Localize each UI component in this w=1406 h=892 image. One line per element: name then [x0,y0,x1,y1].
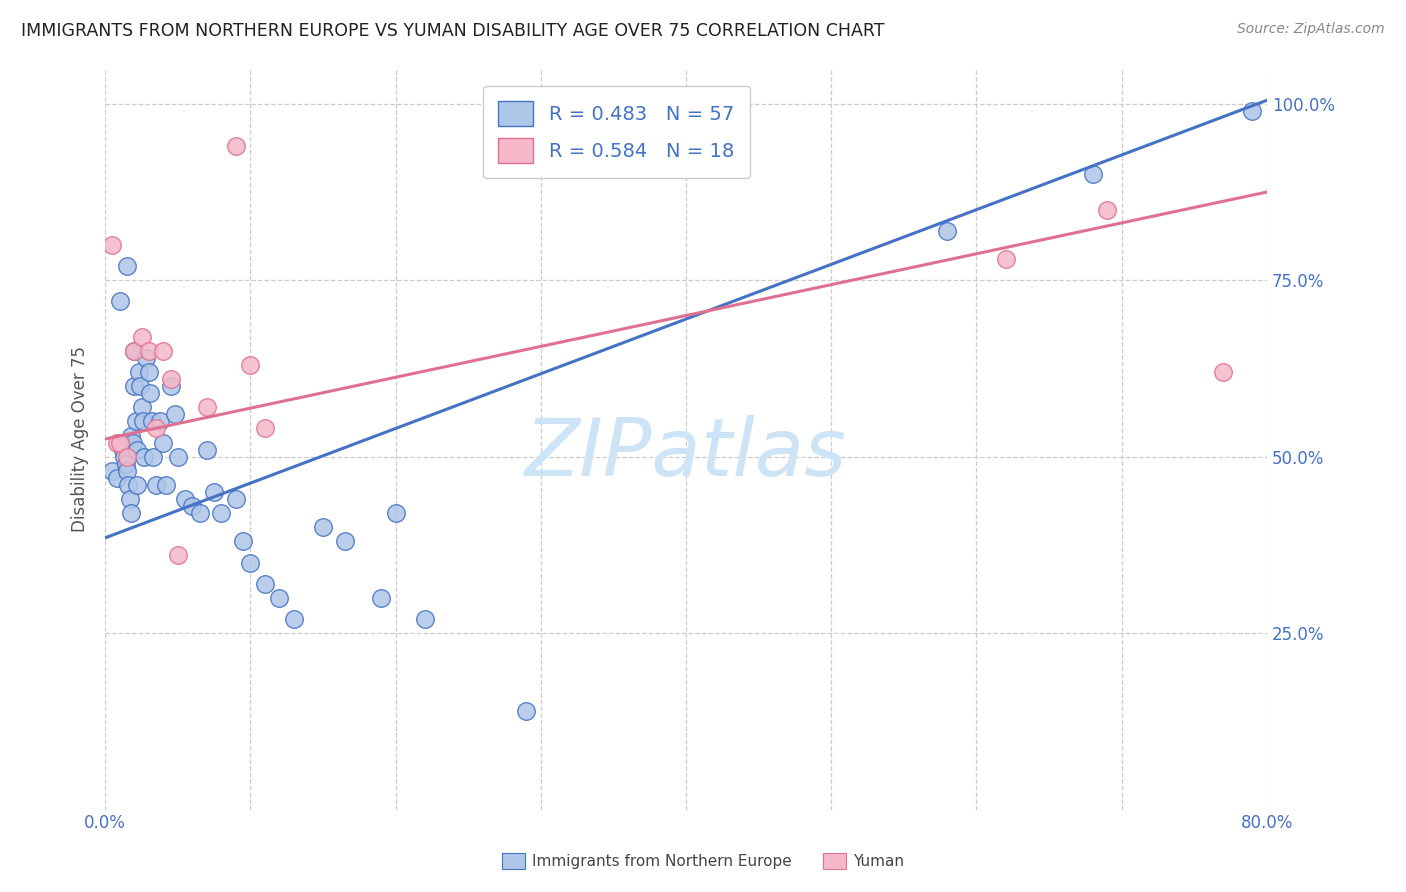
Point [152,435,174,450]
Point [142,450,165,464]
Point [122,343,145,358]
Legend: R = 0.483   N = 57, R = 0.584   N = 18: R = 0.483 N = 57, R = 0.584 N = 18 [482,86,749,178]
Point [159,372,181,386]
Point [159,379,181,393]
Point [253,421,276,435]
Point [115,450,138,464]
Point [515,704,537,718]
Point [120,428,142,442]
Point [132,414,155,428]
Point [195,401,218,415]
Point [108,294,131,309]
Point [202,485,225,500]
Point [131,401,153,415]
Point [101,238,124,252]
Point [1095,202,1118,217]
Point [174,491,197,506]
Point [122,343,145,358]
Point [312,520,335,534]
Point [188,506,211,520]
Point [1241,103,1264,118]
Point [115,464,138,478]
Point [155,478,177,492]
Point [1212,365,1234,379]
Point [333,534,356,549]
Legend: Immigrants from Northern Europe, Yuman: Immigrants from Northern Europe, Yuman [496,847,910,875]
Point [163,407,186,421]
Point [166,549,188,563]
Point [101,464,124,478]
Point [127,442,149,457]
Point [125,414,148,428]
Point [114,457,136,471]
Point [139,386,162,401]
Point [135,351,157,365]
Point [225,139,247,153]
Point [994,252,1017,266]
Point [239,358,262,372]
Point [145,478,167,492]
Point [122,379,145,393]
Point [936,224,959,238]
Point [283,612,305,626]
Point [166,450,188,464]
Point [111,442,134,457]
Point [370,591,392,605]
Point [134,450,156,464]
Text: ZIPatlas: ZIPatlas [524,415,848,493]
Point [149,414,172,428]
Point [118,491,141,506]
Y-axis label: Disability Age Over 75: Disability Age Over 75 [72,346,89,532]
Text: IMMIGRANTS FROM NORTHERN EUROPE VS YUMAN DISABILITY AGE OVER 75 CORRELATION CHAR: IMMIGRANTS FROM NORTHERN EUROPE VS YUMAN… [21,22,884,40]
Point [384,506,406,520]
Point [181,499,204,513]
Point [129,379,152,393]
Point [145,421,167,435]
Point [152,343,174,358]
Point [253,576,276,591]
Point [112,450,135,464]
Point [108,435,131,450]
Point [105,435,128,450]
Point [121,435,143,450]
Point [131,329,153,343]
Point [1081,167,1104,181]
Point [232,534,254,549]
Text: Source: ZipAtlas.com: Source: ZipAtlas.com [1237,22,1385,37]
Point [269,591,291,605]
Point [138,365,160,379]
Point [108,435,131,450]
Point [239,556,262,570]
Point [138,343,160,358]
Point [209,506,232,520]
Point [225,491,247,506]
Point [141,414,163,428]
Point [105,471,128,485]
Point [120,506,142,520]
Point [127,478,149,492]
Point [117,478,139,492]
Point [413,612,436,626]
Point [128,365,150,379]
Point [195,442,218,457]
Point [115,259,138,273]
